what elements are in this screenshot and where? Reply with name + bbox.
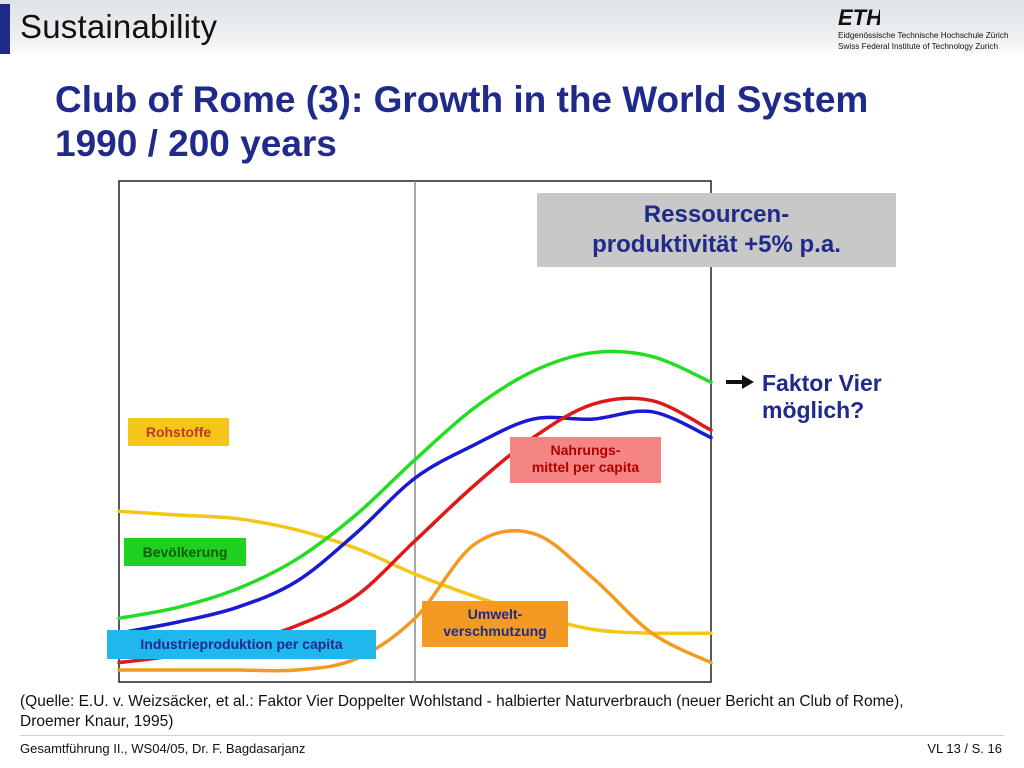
- source-line2: Droemer Knaur, 1995): [20, 713, 174, 730]
- series-label-nahrungsmittel-line1: Nahrungs-: [550, 442, 621, 458]
- header-band: [0, 0, 1024, 56]
- source-citation: (Quelle: E.U. v. Weizsäcker, et al.: Fak…: [20, 692, 1010, 732]
- slide-title: Club of Rome (3): Growth in the World Sy…: [55, 78, 868, 166]
- eth-logo-text: ETH: [838, 6, 880, 28]
- note-line2: produktivität +5% p.a.: [592, 231, 841, 258]
- section-title: Sustainability: [20, 8, 218, 45]
- institution-name-en: Swiss Federal Institute of Technology Zu…: [838, 42, 999, 51]
- eth-logo: ETH: [838, 6, 880, 28]
- series-label-nahrungsmittel: Nahrungs- mittel per capita: [510, 437, 661, 483]
- series-label-bevoelkerung: Bevölkerung: [124, 538, 246, 566]
- series-label-umwelt-line1: Umwelt-: [467, 606, 523, 622]
- slide-title-line2: 1990 / 200 years: [55, 123, 337, 164]
- footer-divider: [20, 735, 1004, 736]
- slide-title-line1: Club of Rome (3): Growth in the World Sy…: [55, 79, 869, 120]
- header-accent-bar: [0, 4, 10, 54]
- source-line1: (Quelle: E.U. v. Weizsäcker, et al.: Fak…: [20, 693, 904, 710]
- series-label-umweltverschmutzung: Umwelt- verschmutzung: [422, 601, 568, 647]
- series-label-nahrungsmittel-line2: mittel per capita: [531, 459, 640, 475]
- faktor-line2: möglich?: [762, 397, 865, 423]
- footer-page-number: VL 13 / S. 16: [927, 741, 1002, 756]
- series-line-bev-lkerung: [117, 349, 713, 621]
- series-label-industrieproduktion: Industrieproduktion per capita: [107, 630, 376, 659]
- footer-course-info: Gesamtführung II., WS04/05, Dr. F. Bagda…: [20, 741, 306, 756]
- faktor-vier-text: Faktor Vier möglich?: [762, 370, 882, 424]
- right-arrow-icon: [726, 375, 754, 389]
- series-line-rohstoffe: [117, 509, 713, 636]
- series-line-industrieproduktion-per-capita: [117, 409, 713, 635]
- note-line1: Ressourcen-: [643, 201, 790, 228]
- faktor-line1: Faktor Vier: [762, 370, 882, 396]
- series-label-umwelt-line2: verschmutzung: [443, 623, 547, 639]
- resource-productivity-note: Ressourcen- produktivität +5% p.a.: [537, 193, 896, 267]
- institution-name-de: Eidgenössische Technische Hochschule Zür…: [838, 31, 1009, 40]
- series-label-rohstoffe: Rohstoffe: [128, 418, 229, 446]
